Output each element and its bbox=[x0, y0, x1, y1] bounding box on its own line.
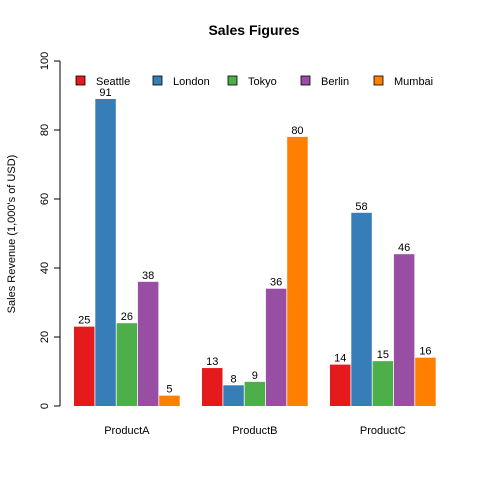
legend-item-seattle: Seattle bbox=[75, 75, 130, 88]
y-tick-label: 100 bbox=[39, 52, 51, 70]
data-label: 13 bbox=[206, 356, 218, 368]
data-label: 80 bbox=[291, 125, 303, 137]
legend-item-berlin: Berlin bbox=[300, 75, 349, 88]
bar-producta-london bbox=[95, 98, 116, 406]
data-label: 38 bbox=[142, 270, 154, 282]
bars bbox=[74, 98, 436, 406]
legend-label: Berlin bbox=[321, 76, 349, 88]
bar-productc-mumbai bbox=[415, 357, 436, 406]
legend: Seattle London Tokyo Berlin Mumbai bbox=[75, 75, 433, 88]
bar-productb-tokyo bbox=[244, 381, 266, 406]
data-label: 14 bbox=[334, 353, 346, 365]
data-label: 9 bbox=[252, 370, 258, 382]
bar-productb-berlin bbox=[265, 288, 287, 406]
data-labels: 25 91 26 38 5 13 8 9 36 80 14 58 15 46 16 bbox=[78, 87, 431, 396]
y-axis-label: Sales Revenue (1,000's of USD) bbox=[6, 155, 18, 314]
legend-swatch bbox=[152, 75, 163, 86]
legend-label: Seattle bbox=[96, 76, 130, 88]
x-tick-label: ProductC bbox=[360, 425, 406, 437]
data-label: 46 bbox=[398, 242, 410, 254]
data-label: 91 bbox=[99, 87, 111, 99]
y-axis: 0 20 40 60 80 100 bbox=[39, 52, 61, 409]
legend-swatch bbox=[300, 75, 311, 86]
data-label: 15 bbox=[377, 349, 389, 361]
data-label: 26 bbox=[121, 311, 133, 323]
y-tick-label: 20 bbox=[39, 331, 51, 343]
data-label: 25 bbox=[78, 315, 90, 327]
chart-title: Sales Figures bbox=[208, 22, 299, 38]
data-label: 36 bbox=[270, 277, 282, 289]
legend-swatch bbox=[373, 75, 384, 86]
bar-producta-mumbai bbox=[159, 395, 180, 406]
bar-productb-mumbai bbox=[287, 136, 308, 406]
bar-productb-seattle bbox=[202, 368, 223, 406]
legend-label: Tokyo bbox=[248, 76, 277, 88]
x-tick-label: ProductB bbox=[232, 425, 277, 437]
legend-item-tokyo: Tokyo bbox=[227, 75, 277, 88]
legend-swatch bbox=[227, 75, 238, 86]
legend-item-london: London bbox=[152, 75, 210, 88]
bar-producta-seattle bbox=[74, 326, 95, 406]
legend-item-mumbai: Mumbai bbox=[373, 75, 433, 88]
y-tick-label: 80 bbox=[39, 124, 51, 136]
data-label: 16 bbox=[419, 346, 431, 358]
bar-productb-london bbox=[223, 385, 244, 406]
y-tick-label: 60 bbox=[39, 193, 51, 205]
y-tick-label: 0 bbox=[39, 403, 51, 409]
y-tick-label: 40 bbox=[39, 262, 51, 274]
bar-productc-seattle bbox=[330, 364, 351, 406]
bar-productc-tokyo bbox=[372, 361, 394, 406]
data-label: 5 bbox=[166, 384, 172, 396]
category-labels: ProductA ProductB ProductC bbox=[104, 425, 406, 437]
data-label: 58 bbox=[355, 201, 367, 213]
legend-swatch bbox=[75, 75, 86, 86]
data-label: 8 bbox=[230, 373, 236, 385]
bar-productc-london bbox=[351, 212, 372, 406]
bar-productc-berlin bbox=[393, 254, 415, 406]
bar-producta-berlin bbox=[137, 281, 159, 406]
legend-label: London bbox=[173, 76, 210, 88]
bar-producta-tokyo bbox=[116, 323, 138, 406]
x-tick-label: ProductA bbox=[104, 425, 150, 437]
legend-label: Mumbai bbox=[394, 76, 433, 88]
